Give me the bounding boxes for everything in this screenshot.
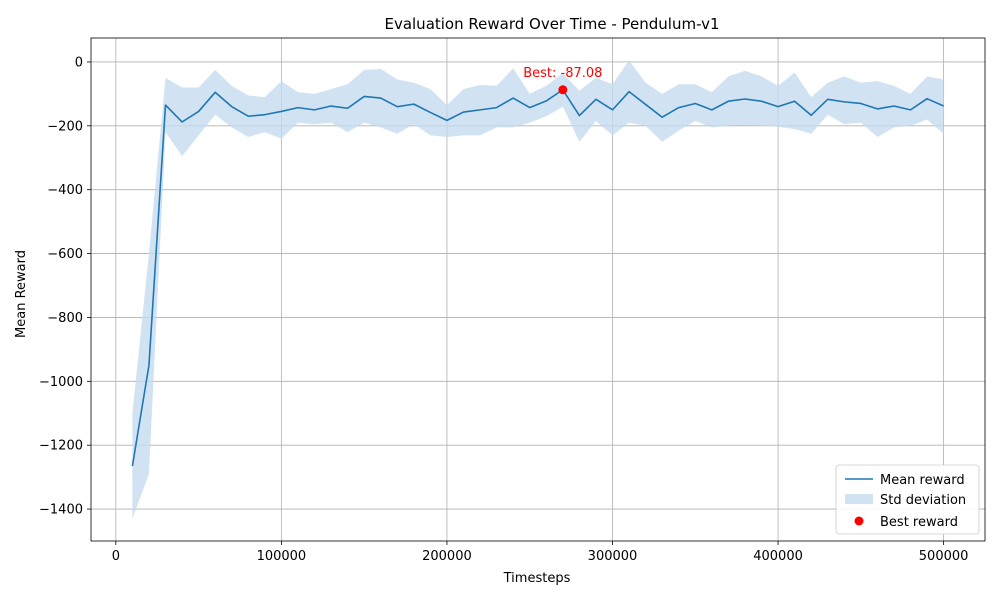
legend-best-label: Best reward bbox=[880, 515, 958, 530]
y-tick-label: −400 bbox=[47, 183, 83, 198]
y-axis-ticks: −1400 −1200 −1000 −800 −600 −400 −200 0 bbox=[39, 55, 91, 518]
x-tick-label: 0 bbox=[112, 549, 120, 564]
legend-box bbox=[835, 464, 980, 535]
x-tick-label: 500000 bbox=[919, 549, 969, 564]
y-tick-label: −1000 bbox=[39, 375, 83, 390]
legend-mean-label: Mean reward bbox=[880, 473, 965, 488]
y-tick-label: −800 bbox=[47, 311, 83, 326]
y-axis-label: Mean Reward bbox=[14, 250, 29, 338]
chart-title: Evaluation Reward Over Time - Pendulum-v… bbox=[384, 15, 719, 33]
mean-reward-line bbox=[131, 88, 944, 467]
plot-frame bbox=[90, 37, 986, 542]
grid-lines bbox=[91, 38, 985, 541]
legend-std-swatch bbox=[845, 494, 873, 504]
y-tick-label: −200 bbox=[47, 119, 83, 134]
best-reward-annotation: Best: -87.08 bbox=[523, 66, 602, 81]
std-band-area bbox=[132, 60, 944, 519]
y-tick-label: −1400 bbox=[39, 503, 83, 518]
x-tick-label: 400000 bbox=[753, 549, 803, 564]
best-reward-marker: Best: -87.08 bbox=[523, 66, 602, 95]
std-deviation-band bbox=[132, 60, 944, 519]
legend-std-label: Std deviation bbox=[880, 493, 966, 508]
legend-best-swatch bbox=[854, 516, 864, 526]
x-tick-label: 200000 bbox=[422, 549, 472, 564]
mean-reward-series bbox=[131, 88, 944, 467]
x-axis-ticks: 0 100000 200000 300000 400000 500000 bbox=[112, 541, 969, 564]
x-tick-label: 100000 bbox=[257, 549, 307, 564]
x-tick-label: 300000 bbox=[588, 549, 638, 564]
y-tick-label: 0 bbox=[75, 55, 83, 70]
y-tick-label: −1200 bbox=[39, 439, 83, 454]
best-reward-point bbox=[558, 85, 568, 95]
legend: Mean reward Std deviation Best reward bbox=[835, 464, 980, 535]
x-axis-label: Timesteps bbox=[503, 571, 571, 586]
y-tick-label: −600 bbox=[47, 247, 83, 262]
